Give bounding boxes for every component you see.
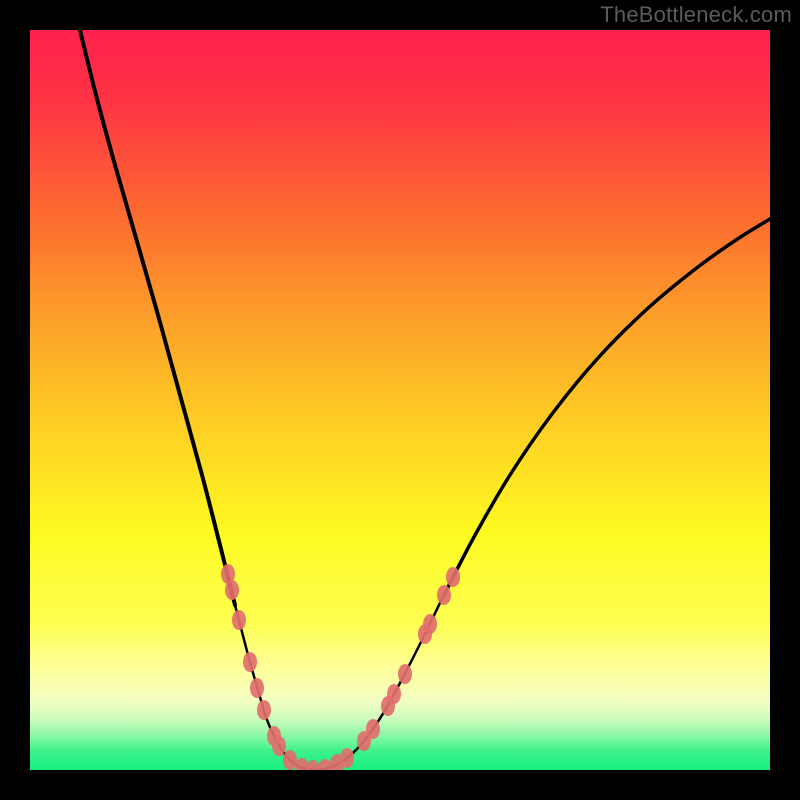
data-marker [437,585,451,605]
data-marker [257,700,271,720]
data-marker [366,719,380,739]
curve-right-branch [314,219,770,770]
marker-group [221,564,460,770]
plot-area [30,30,770,770]
data-marker [283,750,297,770]
curve-right-branch-thick [444,219,770,595]
data-marker [398,664,412,684]
data-marker [446,567,460,587]
data-marker [225,580,239,600]
curve-layer [30,30,770,770]
data-marker [318,759,332,770]
curve-left-branch [80,30,314,770]
chart-container: TheBottleneck.com [0,0,800,800]
data-marker [243,652,257,672]
data-marker [423,614,437,634]
data-marker [306,760,320,770]
data-marker [232,610,246,630]
watermark-text: TheBottleneck.com [600,2,792,28]
data-marker [387,684,401,704]
data-marker [340,748,354,768]
data-marker [272,736,286,756]
data-marker [250,678,264,698]
curve-left-branch-thick [80,30,235,605]
